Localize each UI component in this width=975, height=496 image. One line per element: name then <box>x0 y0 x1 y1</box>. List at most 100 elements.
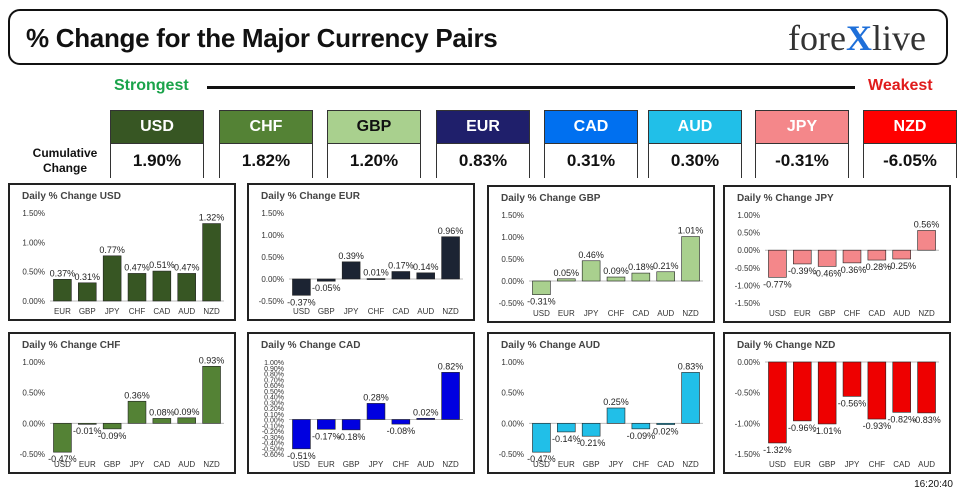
bar <box>292 419 311 450</box>
category-label: JPY <box>845 460 860 469</box>
bar <box>606 407 626 424</box>
category-label: USD <box>293 460 310 469</box>
category-label: GBP <box>104 460 121 469</box>
y-tick-label: -1.00% <box>735 419 760 428</box>
chart-title: Daily % Change NZD <box>737 340 836 351</box>
data-label: -0.39% <box>788 266 817 276</box>
bar <box>793 361 812 422</box>
category-label: CHF <box>844 309 861 318</box>
chart-title: Daily % Change CAD <box>261 340 361 351</box>
bar <box>631 423 651 430</box>
bar <box>892 249 911 260</box>
category-label: CAD <box>153 460 170 469</box>
category-label: GBP <box>819 309 836 318</box>
category-label: CAD <box>153 307 170 316</box>
bar-chart: -0.50% 0.00% 0.50% 1.00% -0.47%USD -0.01% EUR -… <box>20 355 225 469</box>
currency-box-usd: USD 1.90% <box>110 110 204 178</box>
category-label: CAD <box>893 460 910 469</box>
bar <box>102 423 122 430</box>
currency-box-nzd: NZD -6.05% <box>863 110 957 178</box>
bar <box>53 423 72 453</box>
category-label: GBP <box>819 460 836 469</box>
currency-code: AUD <box>649 111 741 144</box>
bar <box>177 273 196 302</box>
chart-title: Daily % Change AUD <box>501 340 601 351</box>
bar <box>867 361 887 420</box>
data-label: 0.28% <box>363 392 389 402</box>
currency-code: EUR <box>437 111 529 144</box>
data-label: 0.14% <box>413 262 439 272</box>
bar <box>102 255 122 302</box>
bar-chart: -1.50% -1.00% -0.50% 0.00% 0.50% 1.00% -0.77% U… <box>735 211 940 318</box>
currency-cumulative-value: 0.83% <box>437 144 529 178</box>
data-label: 0.05% <box>554 268 580 278</box>
data-label: -0.46% <box>813 268 842 278</box>
bar <box>416 272 435 280</box>
y-tick-label: 0.00% <box>737 358 760 367</box>
bar-chart: -0.50% 0.00% 0.50% 1.00% 1.50% -0.37%USD -0.05… <box>259 209 464 316</box>
category-label: AUD <box>657 309 674 318</box>
bar <box>892 361 911 413</box>
category-label: EUR <box>794 309 811 318</box>
y-tick-label: 0.40% <box>264 395 284 402</box>
data-label: 0.47% <box>174 262 200 272</box>
bar <box>631 272 651 282</box>
data-label: 0.37% <box>50 268 76 278</box>
data-label: -0.36% <box>838 265 867 275</box>
bar <box>78 282 97 302</box>
y-tick-label: 1.50% <box>22 209 45 218</box>
data-label: -0.28% <box>863 262 892 272</box>
category-label: NZD <box>918 309 935 318</box>
y-tick-label: 0.00% <box>501 419 524 428</box>
data-label: 0.02% <box>413 407 439 417</box>
data-label: 1.01% <box>678 226 704 236</box>
bar <box>366 403 386 420</box>
bar <box>532 280 551 295</box>
data-label: -0.08% <box>387 426 416 436</box>
data-label: -0.09% <box>98 431 127 441</box>
y-tick-label: -0.20% <box>262 429 284 436</box>
category-label: CHF <box>869 460 886 469</box>
bar <box>656 423 675 425</box>
currency-code: USD <box>111 111 203 144</box>
bar <box>681 372 700 424</box>
data-label: -0.31% <box>527 297 556 307</box>
bar <box>441 236 460 280</box>
bar <box>793 249 812 265</box>
bar <box>557 278 576 282</box>
chart-panel-7: Daily % Change NZD -1.50% -1.00% -0.50% 0.00… <box>723 332 951 474</box>
data-label: 0.83% <box>678 361 704 371</box>
data-label: 0.09% <box>174 407 200 417</box>
data-label: 0.21% <box>653 261 679 271</box>
data-label: -0.47% <box>527 454 556 464</box>
category-label: EUR <box>318 460 335 469</box>
y-tick-label: 0.50% <box>737 229 760 238</box>
currency-code: JPY <box>756 111 848 144</box>
category-label: CAD <box>657 460 674 469</box>
data-label: -0.47% <box>48 454 77 464</box>
currency-box-aud: AUD 0.30% <box>648 110 742 178</box>
bar <box>317 278 336 282</box>
currency-code: GBP <box>328 111 420 144</box>
y-tick-label: 0.60% <box>264 383 284 390</box>
bar <box>768 249 787 278</box>
y-tick-label: 0.00% <box>261 275 284 284</box>
y-tick-label: -1.50% <box>735 299 760 308</box>
bar <box>366 278 386 280</box>
data-label: -0.01% <box>73 426 102 436</box>
data-label: -0.21% <box>577 438 606 448</box>
chart-panel-1: Daily % Change EUR -0.50% 0.00% 0.50% 1.00% 1… <box>247 183 475 321</box>
bar <box>557 423 576 433</box>
y-tick-label: -0.50% <box>499 450 524 459</box>
data-label: 0.51% <box>149 260 175 270</box>
y-tick-label: 1.00% <box>22 238 45 247</box>
chart-panel-0: Daily % Change USD 0.00% 0.50% 1.00% 1.50% 0.… <box>8 183 236 321</box>
y-tick-label: -0.50% <box>262 446 284 453</box>
y-tick-label: 1.50% <box>501 211 524 220</box>
y-tick-label: 0.00% <box>22 297 45 306</box>
y-tick-label: 1.00% <box>22 358 45 367</box>
data-label: 0.39% <box>338 251 364 261</box>
data-label: -0.37% <box>287 297 316 307</box>
category-label: JPY <box>130 460 145 469</box>
category-label: NZD <box>442 460 459 469</box>
